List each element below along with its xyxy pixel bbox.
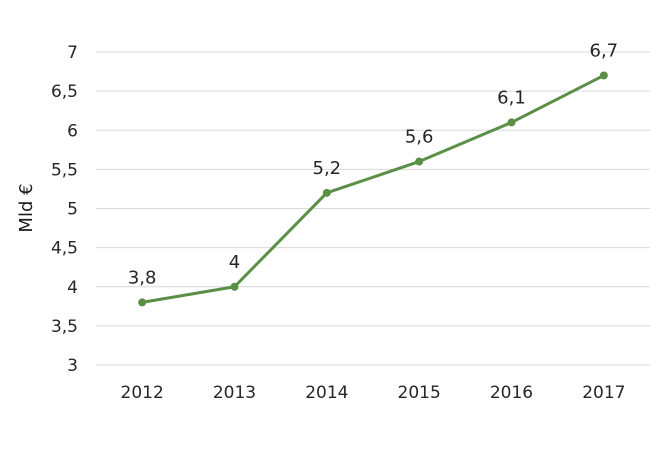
y-tick-label: 3 [67,356,78,376]
y-tick-label: 4 [67,278,78,298]
data-labels: 3,8 4 5,2 5,6 6,1 6,7 [128,40,618,288]
x-tick-label: 2014 [305,383,348,403]
y-tick-label: 6,5 [51,82,78,102]
data-label: 5,6 [405,127,434,148]
x-tick-label: 2016 [490,383,533,403]
data-point [230,282,239,291]
data-point [507,118,516,127]
y-axis-label: Mld € [16,183,37,232]
data-label: 6,1 [497,87,526,108]
x-tick-label: 2012 [121,383,164,403]
data-point [599,71,608,80]
x-tick-label: 2017 [582,383,625,403]
data-label: 4 [229,252,240,273]
series-line [140,73,606,304]
y-tick-label: 3,5 [51,317,78,337]
y-tick-label: 5 [67,200,78,220]
x-tick-label: 2013 [213,383,256,403]
data-point [138,298,147,307]
y-tick-label: 5,5 [51,160,78,180]
x-tick-label: 2015 [398,383,441,403]
data-label: 5,2 [313,158,342,179]
x-axis-tick-labels: 2012 2013 2014 2015 2016 2017 [121,383,626,403]
y-tick-label: 7 [67,43,78,63]
data-point [322,188,331,197]
y-tick-label: 4,5 [51,239,78,259]
y-axis-tick-labels: 3 3,5 4 4,5 5 5,5 6 6,5 7 [51,43,78,376]
data-point [415,157,424,166]
y-tick-label: 6 [67,121,78,141]
gridlines [96,51,650,366]
data-label: 3,8 [128,267,157,288]
data-label: 6,7 [590,40,619,61]
series-revenue [138,71,608,307]
